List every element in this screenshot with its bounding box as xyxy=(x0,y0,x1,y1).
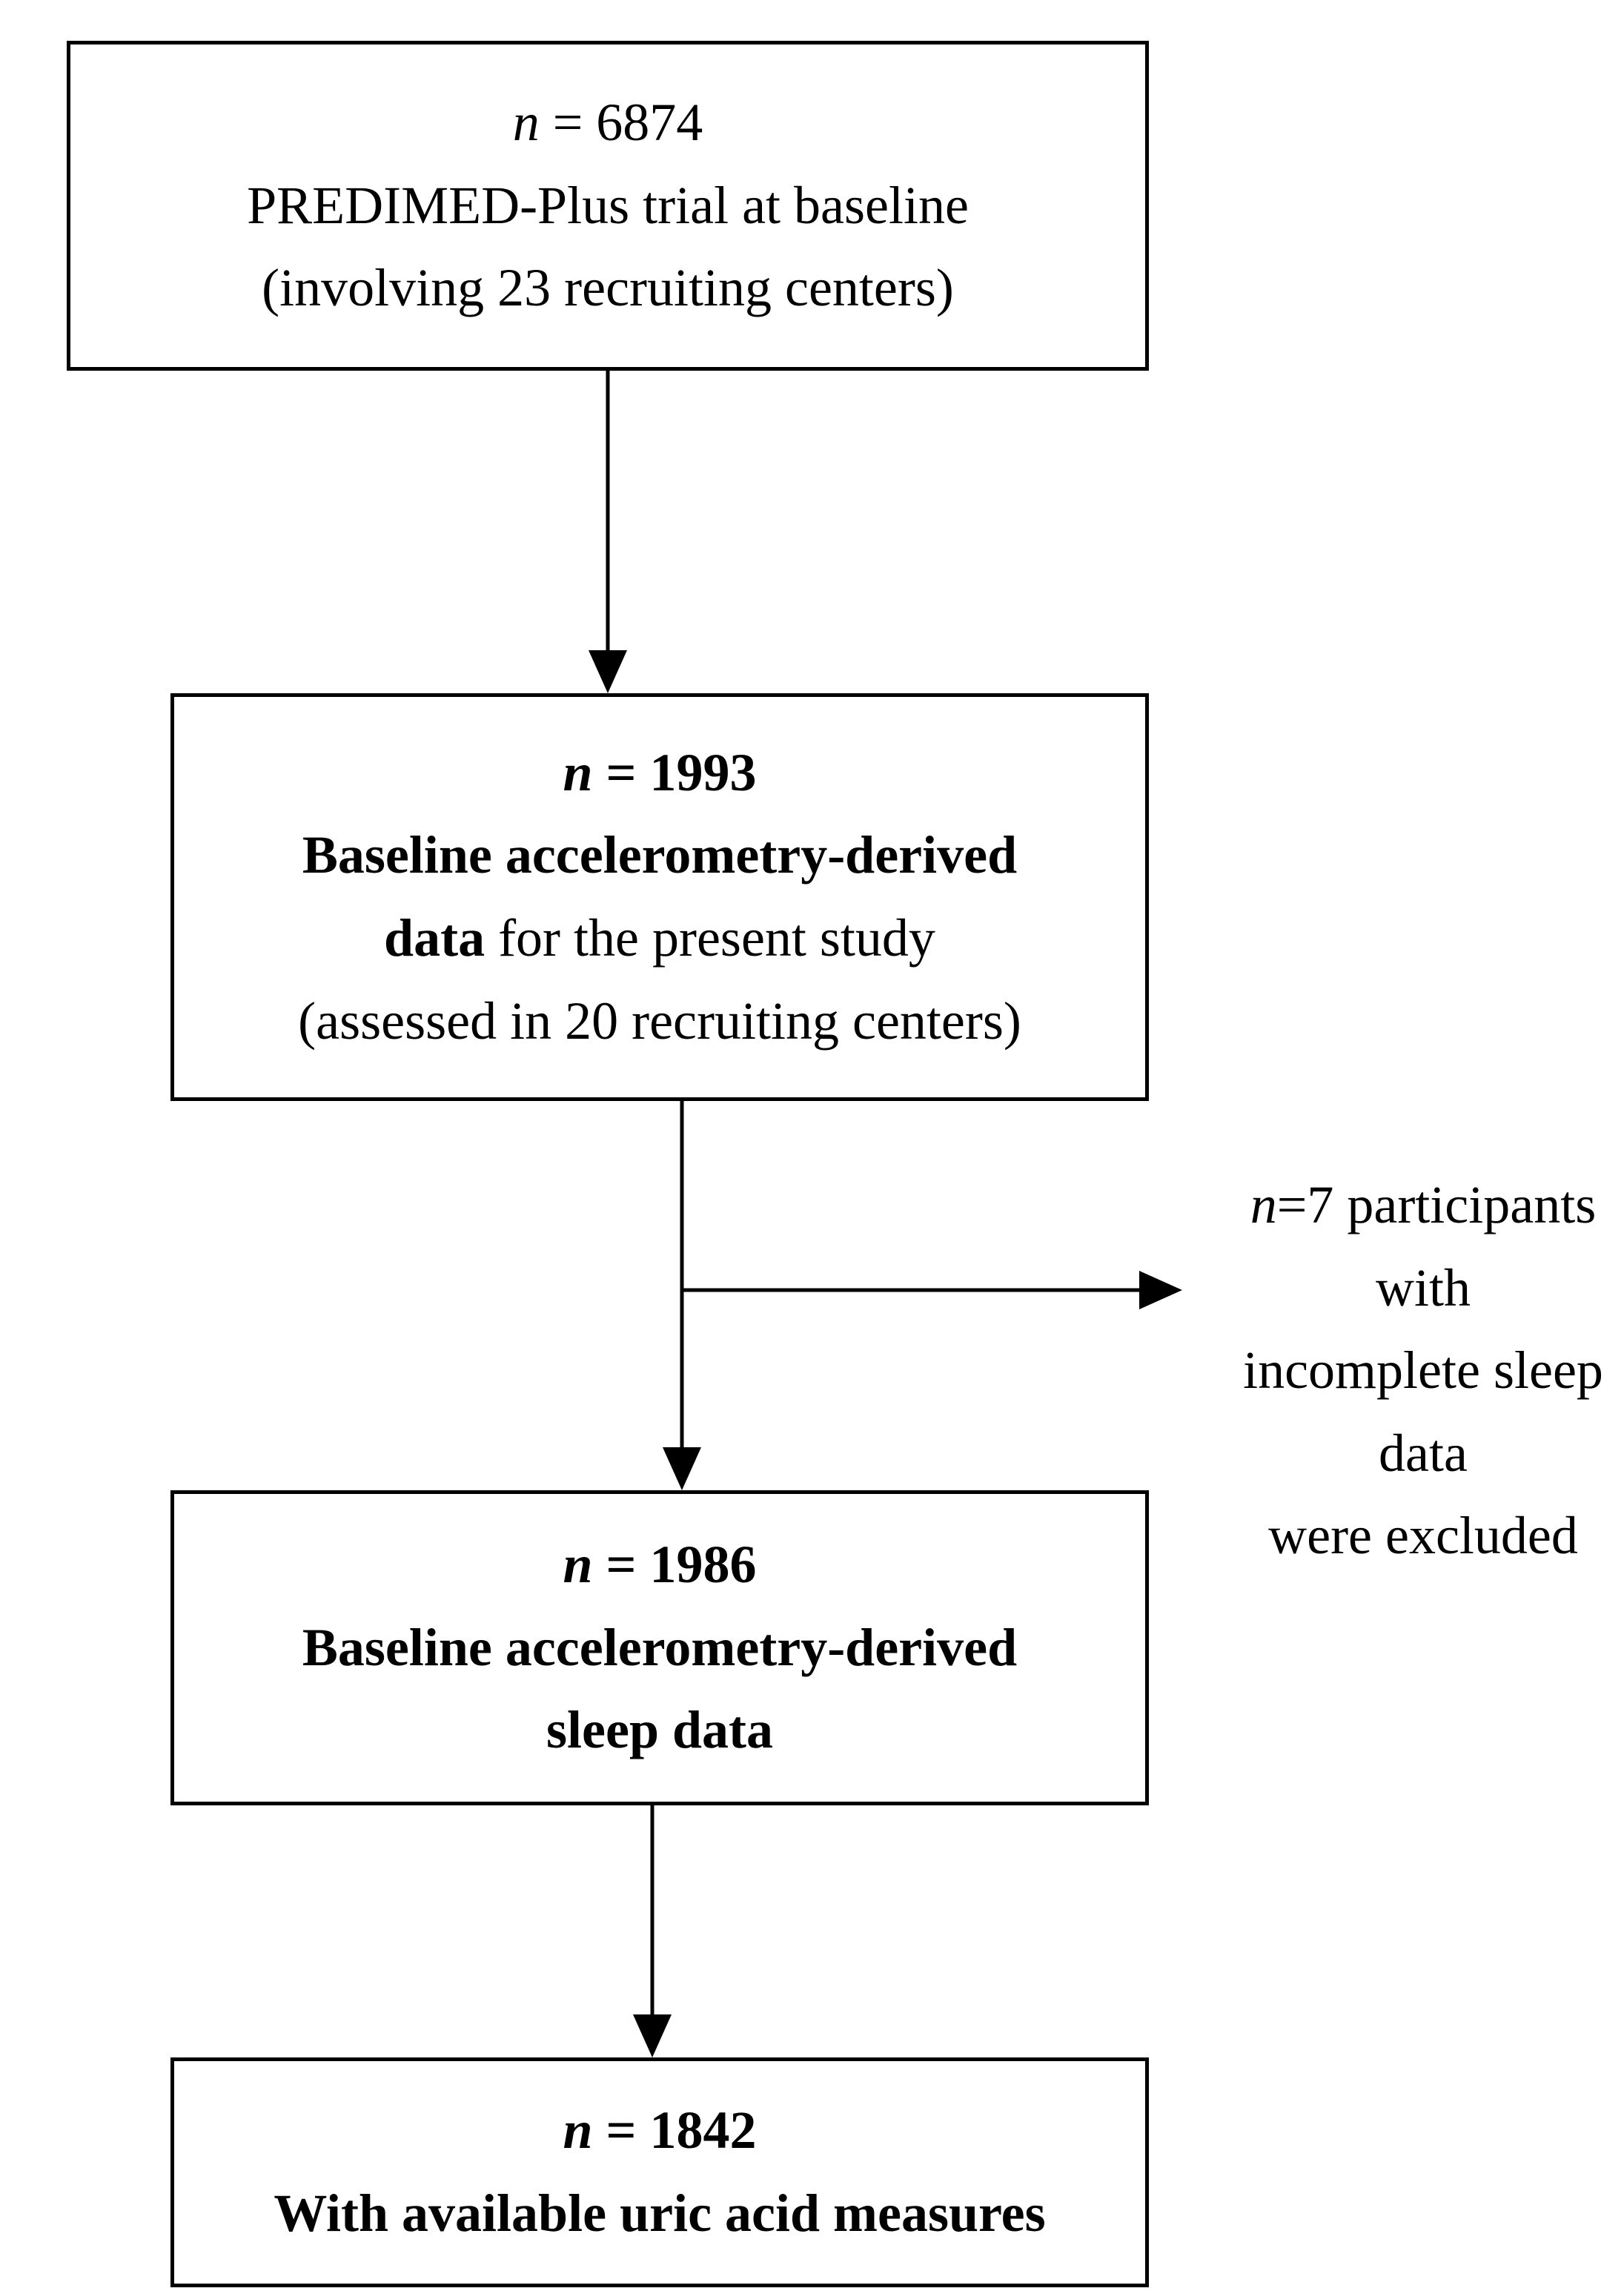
n-symbol: n xyxy=(563,1535,592,1594)
node-line-part: data xyxy=(384,908,485,968)
node-line: Baseline accelerometry-derived xyxy=(302,825,1017,885)
label-line-part: =7 participants with xyxy=(1277,1175,1597,1318)
exclusion-label: n=7 participants with incomplete sleep d… xyxy=(1208,1164,1624,1578)
flow-node-text: n = 1842 With available uric acid measur… xyxy=(274,2089,1045,2255)
node-line: Baseline accelerometry-derived xyxy=(302,1618,1017,1677)
label-line: were excluded xyxy=(1268,1506,1578,1565)
n-value: = 6874 xyxy=(540,93,703,152)
flow-node-text: n = 1993 Baseline accelerometry-derived … xyxy=(298,732,1021,1062)
n-symbol: n xyxy=(1250,1175,1277,1234)
node-line: (assessed in 20 recruiting centers) xyxy=(298,991,1021,1051)
flow-node-uric-acid: n = 1842 With available uric acid measur… xyxy=(170,2057,1149,2287)
n-symbol: n xyxy=(513,93,540,152)
n-symbol: n xyxy=(563,743,592,802)
n-symbol: n xyxy=(563,2100,592,2160)
flow-node-accelerometry-data: n = 1993 Baseline accelerometry-derived … xyxy=(170,693,1149,1101)
node-line: PREDIMED-Plus trial at baseline xyxy=(247,176,969,235)
n-value: = 1842 xyxy=(593,2100,757,2160)
flow-node-text: n = 6874 PREDIMED-Plus trial at baseline… xyxy=(247,82,969,330)
flow-node-text: n = 1986 Baseline accelerometry-derived … xyxy=(302,1524,1017,1772)
node-line: With available uric acid measures xyxy=(274,2183,1045,2243)
flow-node-sleep-data: n = 1986 Baseline accelerometry-derived … xyxy=(170,1490,1149,1805)
label-line: incomplete sleep data xyxy=(1243,1340,1603,1483)
n-value: = 1993 xyxy=(593,743,757,802)
node-line: (involving 23 recruiting centers) xyxy=(262,258,954,317)
n-value: = 1986 xyxy=(593,1535,757,1594)
flowchart-canvas: n = 6874 PREDIMED-Plus trial at baseline… xyxy=(0,0,1624,2291)
node-line: sleep data xyxy=(546,1700,773,1759)
flow-node-baseline-trial: n = 6874 PREDIMED-Plus trial at baseline… xyxy=(67,41,1149,371)
node-line-part: for the present study xyxy=(485,908,935,968)
